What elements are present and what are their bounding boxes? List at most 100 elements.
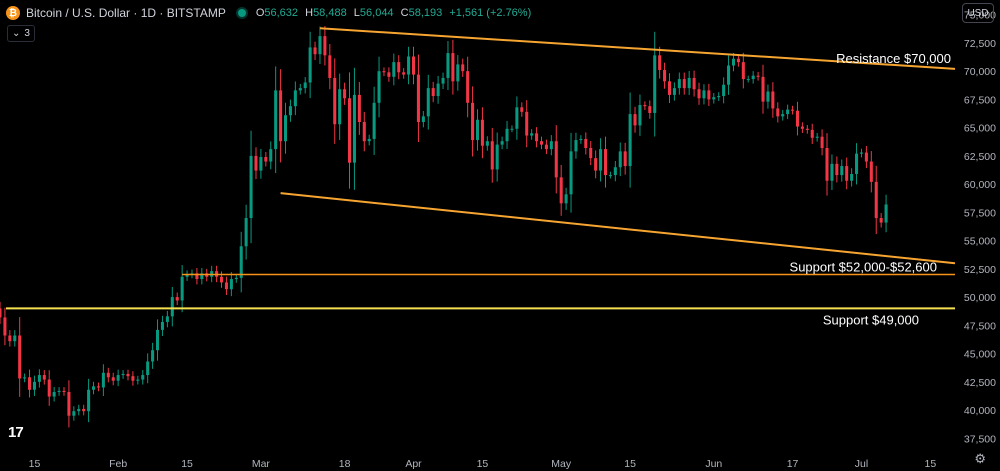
candle: [564, 187, 568, 210]
candle-body: [530, 133, 534, 136]
candle: [864, 145, 868, 169]
candle: [141, 370, 145, 385]
candle-body: [269, 149, 273, 162]
candle: [264, 152, 268, 167]
candle-body: [594, 158, 598, 171]
candle: [151, 342, 155, 369]
candle-body: [475, 119, 480, 141]
candle-body: [141, 375, 145, 380]
candle-body: [239, 246, 243, 278]
candle-body: [471, 102, 475, 141]
candle-body: [136, 379, 140, 381]
candle-body: [756, 75, 760, 77]
candle: [57, 387, 61, 396]
candle-body: [47, 379, 51, 397]
candle: [106, 367, 110, 383]
candle: [224, 276, 228, 295]
candle: [416, 54, 420, 143]
candle: [180, 265, 184, 313]
candle-body: [372, 102, 376, 139]
price-tick-label: 47,500: [964, 320, 996, 332]
candle: [544, 139, 548, 155]
candle: [751, 71, 755, 84]
candle-body: [0, 308, 2, 318]
candle: [328, 44, 332, 90]
change-value: +1,561 (+2.76%): [449, 7, 532, 19]
candle-body: [663, 70, 667, 82]
candle: [446, 41, 450, 91]
candle-body: [879, 218, 883, 223]
candle-body: [234, 277, 238, 280]
candle-body: [426, 88, 430, 117]
candle-body: [23, 377, 27, 379]
candle-body: [318, 36, 322, 55]
candle: [495, 132, 499, 182]
candle: [121, 370, 125, 379]
candle-body: [825, 147, 829, 181]
annotations: Resistance $70,000 Support $52,000-$52,60…: [790, 51, 951, 327]
annotation-label: Support $52,000-$52,600: [790, 260, 937, 275]
candle-body: [416, 74, 420, 123]
candles: [0, 26, 888, 428]
indicators-toggle-button[interactable]: ⌄ 3: [7, 25, 35, 42]
low-value: 56,044: [359, 7, 394, 19]
candle: [845, 157, 849, 190]
candle-body: [771, 91, 775, 109]
candle: [175, 292, 179, 306]
candle: [613, 161, 617, 182]
candle: [195, 268, 199, 285]
chevron-down-icon: ⌄: [12, 28, 21, 39]
candle: [702, 84, 706, 105]
candle-body: [461, 64, 465, 72]
candle-body: [830, 163, 834, 181]
candle-body: [229, 279, 233, 290]
candle-body: [539, 141, 544, 145]
candle-body: [170, 297, 174, 317]
candle: [485, 136, 489, 151]
candle-body: [638, 105, 642, 126]
candle-body: [249, 155, 253, 219]
candle: [18, 317, 22, 397]
candle: [884, 194, 888, 233]
candle-body: [776, 108, 780, 117]
candle-body: [303, 82, 307, 89]
candle: [338, 73, 342, 140]
candle: [874, 165, 878, 235]
candle-body: [672, 88, 676, 95]
candle: [362, 111, 366, 152]
candle: [648, 100, 652, 119]
candle: [712, 92, 716, 104]
candle: [800, 122, 804, 133]
candle-body: [456, 64, 460, 82]
candle: [594, 150, 598, 179]
currency-select[interactable]: USD: [962, 3, 994, 23]
candle-body: [584, 138, 588, 148]
candle-body: [3, 317, 7, 336]
candle-body: [687, 77, 691, 89]
candle-body: [402, 72, 406, 75]
candle: [165, 310, 169, 328]
candle: [599, 138, 603, 182]
candle-body: [480, 119, 484, 146]
time-tick-label: 15: [925, 458, 937, 470]
candle-body: [82, 408, 86, 412]
candle-body: [505, 128, 509, 142]
candle: [185, 270, 189, 281]
candle: [633, 106, 637, 133]
candle-body: [510, 128, 514, 130]
candle: [584, 132, 588, 155]
candle-body: [382, 71, 386, 73]
candle: [707, 83, 711, 106]
price-tick-label: 75,000: [964, 10, 996, 22]
candle: [392, 53, 396, 86]
gear-icon[interactable]: ⚙: [974, 451, 986, 466]
candle: [244, 204, 248, 260]
candle-body: [525, 111, 529, 136]
price-tick-label: 55,000: [964, 236, 996, 248]
candle-body: [387, 72, 391, 77]
candle: [638, 94, 642, 136]
candle: [87, 378, 91, 423]
candle-body: [96, 386, 100, 388]
candle-body: [781, 114, 785, 117]
